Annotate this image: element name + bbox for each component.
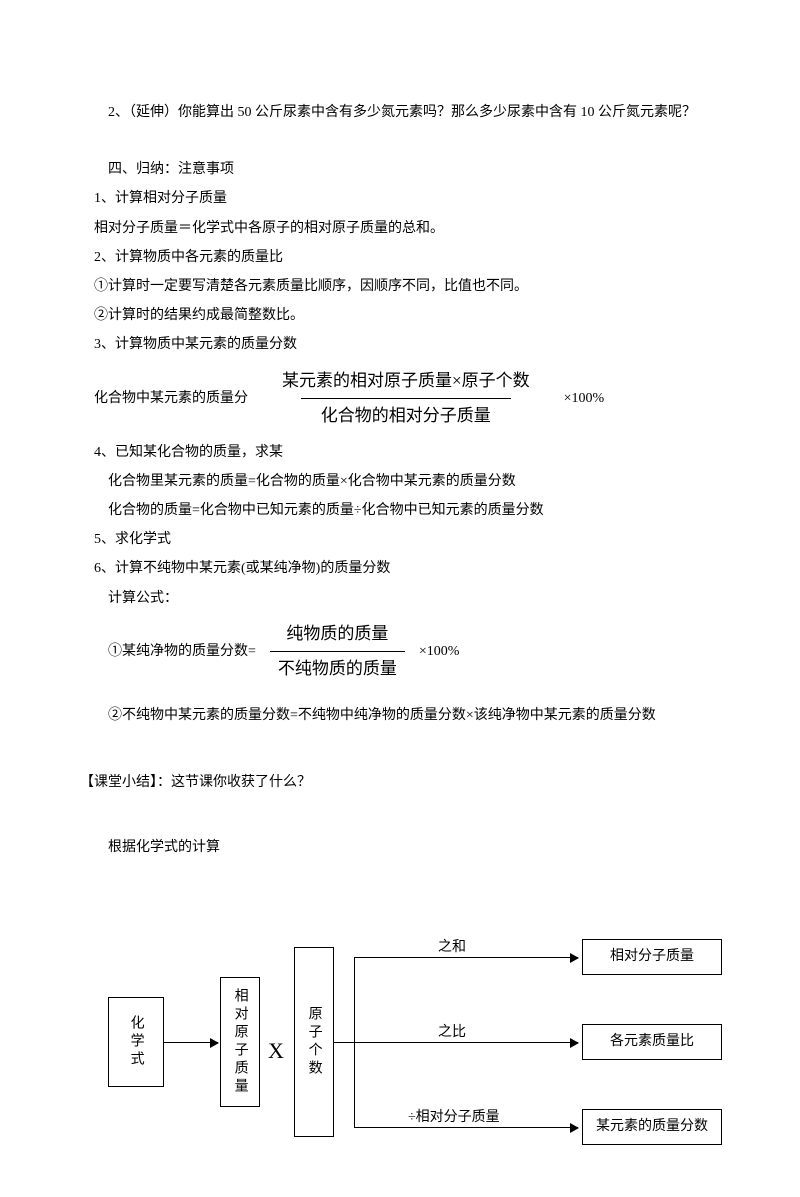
point-6-sub: 计算公式： — [80, 586, 720, 611]
formula-2: ①某纯净物的质量分数= 纯物质的质量 不纯物质的质量 ×100% — [80, 619, 720, 685]
node-r1-label: 相对分子质量 — [610, 944, 694, 969]
point-2-a: ①计算时一定要写清楚各元素质量比顺序，因顺序不同，比值也不同。 — [80, 274, 720, 299]
spacer — [80, 129, 720, 157]
spacer — [80, 693, 720, 703]
question-2: 2、（延伸）你能算出 50 公斤尿素中含有多少氮元素吗？那么多少尿素中含有 10… — [80, 100, 720, 125]
point-2-b: ②计算时的结果约成最简整数比。 — [80, 303, 720, 328]
point-3-title: 3、计算物质中某元素的质量分数 — [80, 332, 720, 357]
node-r2-label: 各元素质量比 — [610, 1029, 694, 1054]
formula-2-label: ①某纯净物的质量分数= — [108, 639, 256, 664]
formula-1-denominator: 化合物的相对分子质量 — [301, 398, 511, 432]
node-element-mass-fraction: 某元素的质量分数 — [582, 1109, 722, 1145]
diagram-title: 根据化学式的计算 — [80, 835, 720, 860]
point-1-body: 相对分子质量＝化学式中各原子的相对原子质量的总和。 — [80, 216, 720, 241]
point-1-title: 1、计算相对分子质量 — [80, 186, 720, 211]
formula-2-fraction: 纯物质的质量 不纯物质的质量 — [270, 619, 405, 685]
node-element-mass-ratio: 各元素质量比 — [582, 1024, 722, 1060]
connector-top — [354, 957, 384, 958]
node-relative-atomic-mass: 相对原子质量 — [220, 977, 260, 1107]
edge-label-bot: ÷相对分子质量 — [408, 1105, 500, 1130]
formula-1-after: ×100% — [564, 386, 605, 411]
formula-1: 化合物中某元素的质量分 某元素的相对原子质量×原子个数 化合物的相对分子质量 ×… — [80, 366, 720, 432]
node-chemical-formula-label: 化学式 — [123, 1015, 148, 1069]
node-atom-count: 原子个数 — [294, 947, 334, 1137]
arrow-top — [384, 957, 578, 958]
arrow-mid — [384, 1042, 578, 1043]
connector-mid — [354, 1042, 384, 1043]
point-5-title: 5、求化学式 — [80, 527, 720, 552]
spacer — [80, 732, 720, 760]
spacer — [80, 823, 720, 835]
node-r3-label: 某元素的质量分数 — [596, 1114, 708, 1139]
formula-2-numerator: 纯物质的质量 — [278, 619, 396, 652]
node-chemical-formula: 化学式 — [108, 997, 164, 1087]
flowchart-diagram: 化学式 相对原子质量 X 原子个数 之和 之比 ÷相对分子质量 相对分子质量 各… — [108, 897, 748, 1197]
formula-2-denominator: 不纯物质的质量 — [270, 651, 405, 685]
multiply-symbol: X — [268, 1031, 284, 1071]
formula-1-fraction: 某元素的相对原子质量×原子个数 化合物的相对分子质量 — [262, 366, 550, 432]
connector-bot — [354, 1127, 384, 1128]
section-4-title: 四、归纳：注意事项 — [80, 157, 720, 182]
point-4-b: 化合物的质量=化合物中已知元素的质量÷化合物中已知元素的质量分数 — [80, 498, 720, 523]
formula-1-label: 化合物中某元素的质量分 — [94, 386, 248, 411]
edge-label-mid: 之比 — [438, 1020, 466, 1045]
node-relative-molecular-mass: 相对分子质量 — [582, 939, 722, 975]
arrow-1 — [164, 1042, 218, 1043]
point-6-b: ②不纯物中某元素的质量分数=不纯物中纯净物的质量分数×该纯净物中某元素的质量分数 — [80, 703, 720, 728]
node-relative-atomic-mass-label: 相对原子质量 — [227, 988, 252, 1096]
class-summary: 【课堂小结】：这节课你收获了什么？ — [80, 770, 720, 795]
formula-2-after: ×100% — [419, 639, 460, 664]
point-2-title: 2、计算物质中各元素的质量比 — [80, 245, 720, 270]
edge-label-top: 之和 — [438, 935, 466, 960]
point-4-a: 化合物里某元素的质量=化合物的质量×化合物中某元素的质量分数 — [80, 469, 720, 494]
node-atom-count-label: 原子个数 — [301, 1006, 326, 1078]
point-6-title: 6、计算不纯物中某元素(或某纯净物)的质量分数 — [80, 556, 720, 581]
formula-1-numerator: 某元素的相对原子质量×原子个数 — [262, 366, 550, 399]
connector-stub — [334, 1042, 354, 1043]
point-4-title: 4、已知某化合物的质量，求某 — [80, 440, 720, 465]
